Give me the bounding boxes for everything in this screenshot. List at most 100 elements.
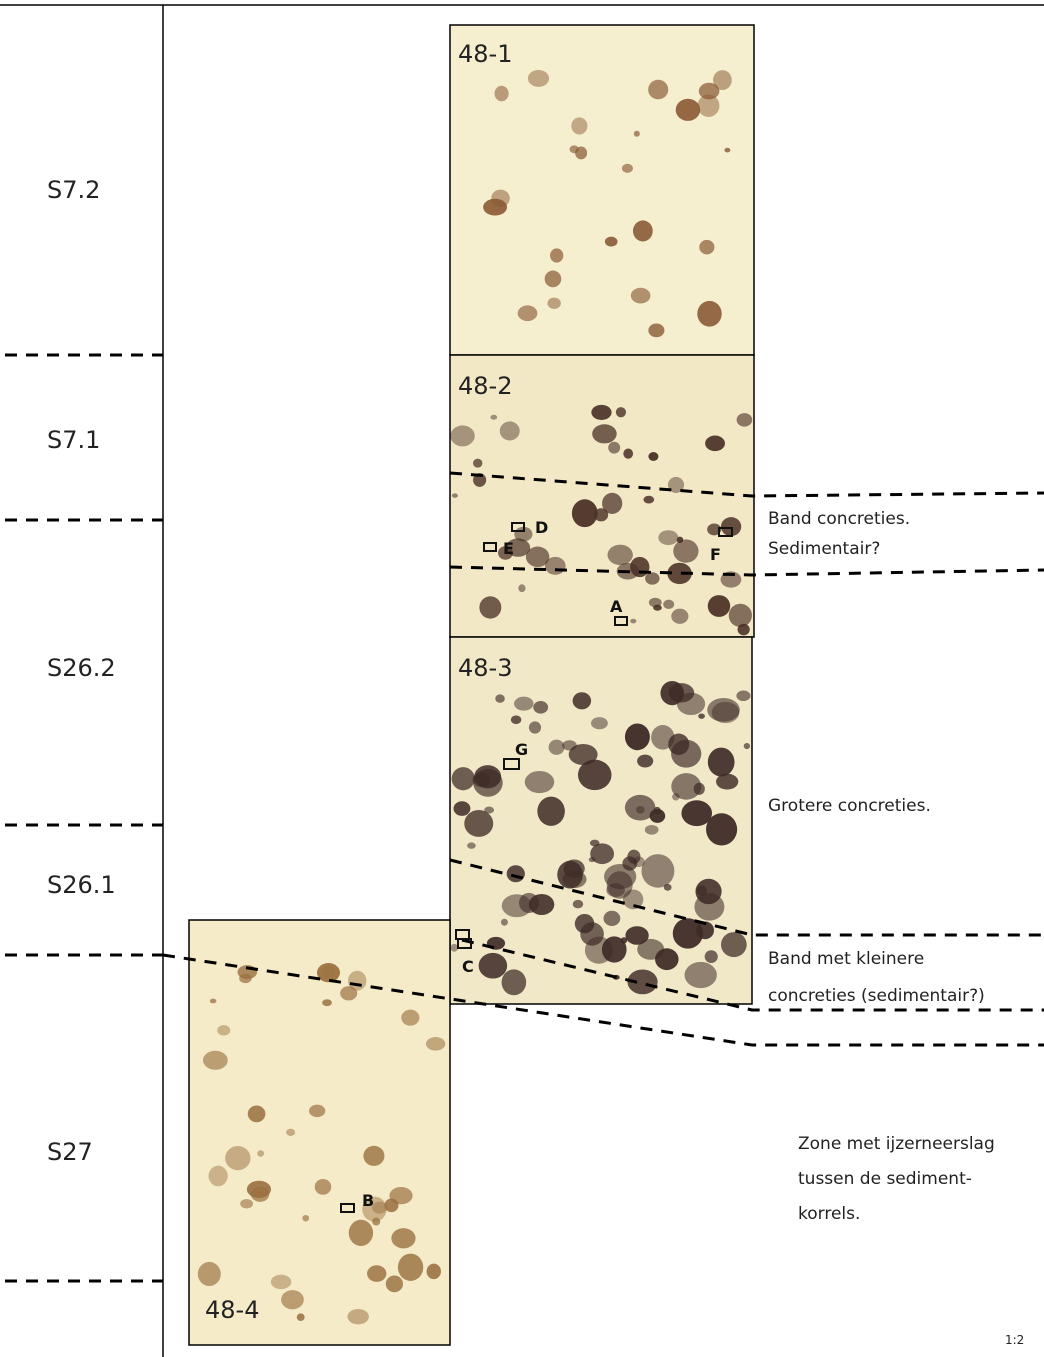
concretion <box>240 1199 254 1209</box>
concretion <box>548 739 565 755</box>
concretion <box>281 1290 304 1310</box>
marker-box <box>614 616 628 626</box>
concretion <box>197 1261 221 1287</box>
concretion <box>648 597 662 608</box>
markers: A B C D E F G <box>340 518 733 1213</box>
concretion <box>728 603 752 628</box>
concretion <box>663 599 675 610</box>
concretion <box>644 825 659 835</box>
concretion <box>707 747 735 777</box>
annotation: Band concreties. <box>768 509 910 529</box>
concretion <box>340 986 358 1001</box>
layer-label: S26.2 <box>47 654 116 682</box>
concretions <box>197 69 753 1325</box>
marker-box <box>718 527 733 537</box>
concretion <box>591 404 612 420</box>
concretion <box>736 690 751 702</box>
concretion <box>668 683 695 703</box>
concretion <box>225 1146 251 1171</box>
concretion <box>479 596 502 619</box>
marker-label: D <box>535 518 548 537</box>
concretion <box>498 546 513 560</box>
concretion <box>544 270 562 288</box>
concretion <box>525 546 550 568</box>
left-dividers <box>5 353 163 1283</box>
boundary <box>162 953 1044 1047</box>
concretion <box>604 236 618 247</box>
concretion <box>743 743 751 750</box>
concretion <box>684 961 717 989</box>
concretion <box>270 1274 292 1290</box>
concretion <box>697 94 720 117</box>
boundary <box>449 858 1044 937</box>
boundary-lines <box>162 471 1044 1047</box>
layer-label: S7.1 <box>47 426 100 454</box>
concretion <box>385 1275 404 1293</box>
annotation: tussen de sediment- <box>798 1169 972 1189</box>
concretion <box>707 523 722 536</box>
concretion <box>362 1196 387 1222</box>
concretion <box>705 435 725 452</box>
concretion <box>510 715 522 725</box>
concretion <box>250 1186 270 1202</box>
concretion <box>648 452 659 461</box>
marker-box <box>511 522 525 532</box>
concretion <box>636 806 645 814</box>
concretion <box>624 723 650 751</box>
concretion <box>711 701 740 724</box>
concretion <box>625 926 649 945</box>
concretion <box>500 918 508 926</box>
concretion <box>643 495 655 504</box>
concretion <box>296 1313 305 1321</box>
annotation: Band met kleinere <box>768 949 924 969</box>
concretion <box>314 1178 332 1195</box>
concretion <box>467 842 476 849</box>
marker-box <box>503 758 520 770</box>
sample-label: 48-2 <box>458 372 512 400</box>
concretion <box>347 1308 369 1325</box>
concretion <box>607 544 633 566</box>
concretion <box>372 1217 381 1226</box>
sample-photo <box>188 919 451 1346</box>
concretion <box>704 950 718 964</box>
annotation: Zone met ijzerneerslag <box>798 1134 995 1154</box>
sample-label: 48-3 <box>458 654 512 682</box>
concretion <box>208 1165 228 1187</box>
concretion <box>519 892 540 914</box>
concretion <box>663 883 672 891</box>
concretion <box>286 1128 296 1136</box>
concretion <box>594 508 609 522</box>
concretion <box>533 700 549 714</box>
marker-label: G <box>515 740 528 759</box>
concretion <box>562 740 577 751</box>
concretion <box>698 713 705 719</box>
concretion <box>514 696 534 711</box>
concretion <box>671 773 702 800</box>
concretion <box>577 759 612 791</box>
concretion <box>641 854 675 888</box>
layer-label: S7.2 <box>47 176 100 204</box>
marker-label: A <box>610 597 623 616</box>
marker-label: E <box>503 539 514 558</box>
boundary <box>449 471 1044 498</box>
concretion <box>623 448 634 459</box>
concretion <box>478 952 508 979</box>
concretion <box>630 287 651 304</box>
concretion <box>667 476 685 494</box>
concretion <box>316 963 341 983</box>
concretion <box>621 163 633 173</box>
concretion <box>601 936 627 963</box>
concretion <box>569 145 579 154</box>
concretion <box>672 793 680 801</box>
concretion <box>518 584 526 593</box>
concretion <box>348 1219 374 1246</box>
concretion <box>571 117 588 135</box>
annotation: korrels. <box>798 1204 860 1224</box>
concretion <box>464 810 494 837</box>
concretion <box>495 694 505 703</box>
layer-label: S27 <box>47 1138 93 1166</box>
concretion <box>672 918 704 949</box>
annotation: Grotere concreties. <box>768 796 931 816</box>
concretion <box>450 943 458 952</box>
